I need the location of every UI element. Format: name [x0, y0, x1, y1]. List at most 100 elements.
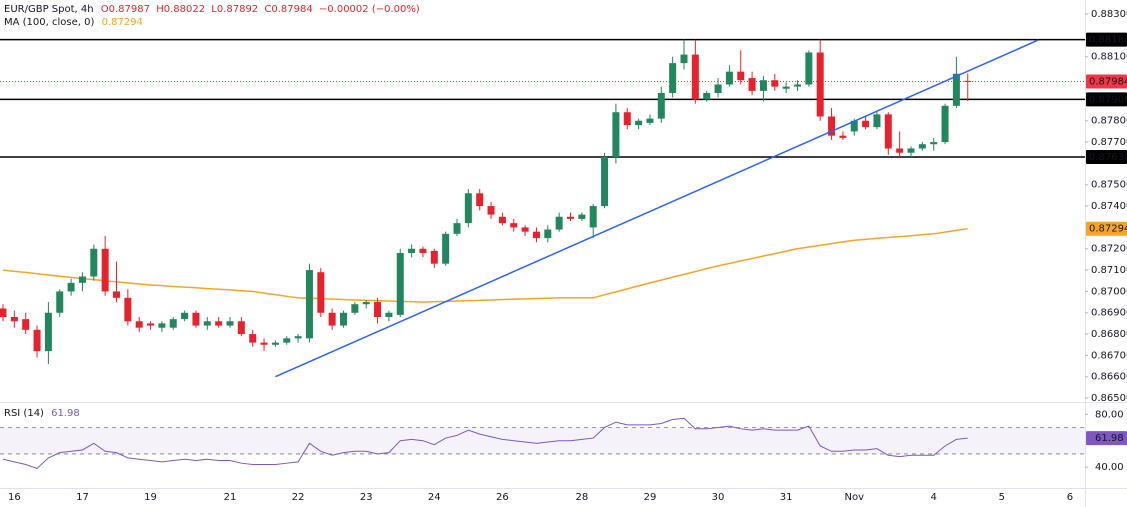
ma-value: 0.87294 — [102, 17, 143, 28]
candle-body — [771, 80, 779, 87]
candle-body — [725, 71, 733, 85]
candle-body — [839, 135, 847, 138]
candle-body — [419, 248, 427, 254]
rsi-legend: RSI (14) 61.98 — [4, 408, 80, 419]
candle-body — [816, 52, 824, 117]
rsi-name: RSI (14) — [4, 408, 44, 419]
plot-area — [0, 38, 1085, 470]
candle-body — [714, 84, 722, 94]
x-tick-label: 4 — [931, 492, 937, 503]
candle-body — [169, 319, 177, 328]
candle-body — [181, 312, 189, 320]
x-tick-label: 23 — [360, 492, 373, 503]
candle-body — [930, 142, 938, 145]
candle-body — [748, 78, 756, 91]
x-tick-label: 26 — [496, 492, 509, 503]
candle-body — [101, 248, 109, 292]
candle-body — [487, 206, 495, 215]
candle-body — [862, 120, 870, 128]
candle-body — [44, 312, 52, 352]
x-tick-label: 29 — [644, 492, 657, 503]
candle-body — [532, 231, 540, 239]
candle-body — [430, 250, 438, 264]
level-label-box — [1086, 92, 1127, 107]
candle-body — [158, 323, 166, 328]
candle-body — [828, 116, 836, 136]
x-tick-label: 6 — [1067, 492, 1073, 503]
candle-body — [226, 321, 234, 326]
candle-body — [623, 112, 631, 126]
candle-body — [33, 329, 41, 352]
candle-body — [78, 276, 86, 283]
candle-body — [340, 312, 347, 326]
candle-body — [941, 105, 949, 143]
rsi-y-tick-label: 80.00 — [1095, 409, 1124, 420]
low-label: L0.87892 — [211, 4, 258, 15]
candle-body — [589, 206, 597, 228]
candle-body — [135, 321, 143, 328]
level-label-box — [1086, 32, 1127, 47]
candle-body — [147, 323, 155, 326]
candle-body — [782, 86, 790, 89]
candle-body — [396, 253, 404, 315]
candle-body — [759, 80, 767, 91]
candle-body — [703, 93, 711, 100]
candle-body — [56, 291, 64, 313]
candle-body — [567, 216, 574, 219]
candle-body — [680, 54, 688, 64]
rsi-y-tick-label: 40.00 — [1095, 462, 1124, 473]
candle-body — [691, 54, 699, 100]
candle-body — [952, 73, 960, 106]
ma-axis-label-box — [1086, 221, 1127, 236]
candle-body — [10, 317, 18, 322]
candle-body — [794, 84, 801, 87]
candle-body — [510, 223, 518, 228]
candle-body — [328, 312, 336, 326]
candle-body — [305, 270, 313, 339]
candle-body — [555, 216, 563, 230]
x-tick-label: 24 — [428, 492, 441, 503]
candle-body — [260, 342, 268, 345]
x-tick-label: Nov — [844, 492, 864, 503]
x-tick-label: 28 — [575, 492, 588, 503]
rsi-band-fill — [0, 427, 1085, 454]
candle-body — [805, 52, 813, 85]
open-label: O0.87987 — [101, 4, 150, 15]
candle-body — [90, 248, 98, 277]
candle-body — [884, 114, 892, 149]
x-tick-label: 17 — [76, 492, 89, 503]
candle-body — [464, 193, 472, 224]
candle-body — [669, 63, 677, 94]
x-tick-label: 30 — [712, 492, 725, 503]
change-label: −0.00002 (−0.00%) — [319, 4, 420, 15]
candle-body — [283, 338, 291, 343]
candle-body — [907, 148, 915, 153]
candle-body — [601, 157, 609, 207]
candle-body — [657, 93, 665, 119]
x-tick-label: 31 — [780, 492, 793, 503]
candle-body — [544, 229, 552, 239]
candle-body — [271, 342, 279, 345]
candle-body — [374, 302, 382, 318]
candle-body — [192, 312, 200, 326]
candle-body — [737, 71, 745, 81]
level-label: 0.88180 — [1089, 35, 1127, 46]
last-price-label: 0.87984 — [1089, 76, 1127, 87]
candle-body — [635, 120, 643, 126]
ma-line — [2, 227, 968, 303]
candle-body — [442, 233, 450, 264]
candle-body — [646, 118, 654, 123]
